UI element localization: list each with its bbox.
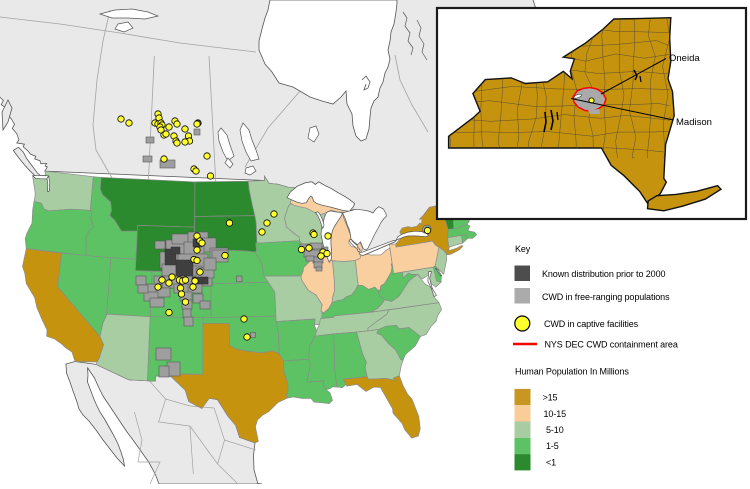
svg-text:10-15: 10-15 (544, 409, 567, 419)
svg-text:Madison: Madison (676, 117, 712, 128)
svg-text:<1: <1 (546, 458, 556, 468)
svg-text:Human Population In Millions: Human Population In Millions (515, 367, 629, 377)
svg-text:Known distribution prior to 20: Known distribution prior to 2000 (542, 269, 665, 279)
svg-text:NYS DEC CWD containment area: NYS DEC CWD containment area (545, 340, 678, 350)
svg-text:Key: Key (515, 244, 531, 254)
svg-text:CWD in captive facilities: CWD in captive facilities (544, 319, 639, 329)
svg-text:>15: >15 (543, 393, 558, 403)
svg-text:5-10: 5-10 (546, 425, 564, 435)
svg-text:1-5: 1-5 (546, 441, 559, 451)
svg-text:Oneida: Oneida (669, 53, 700, 64)
svg-text:CWD in free-ranging population: CWD in free-ranging populations (542, 292, 670, 302)
